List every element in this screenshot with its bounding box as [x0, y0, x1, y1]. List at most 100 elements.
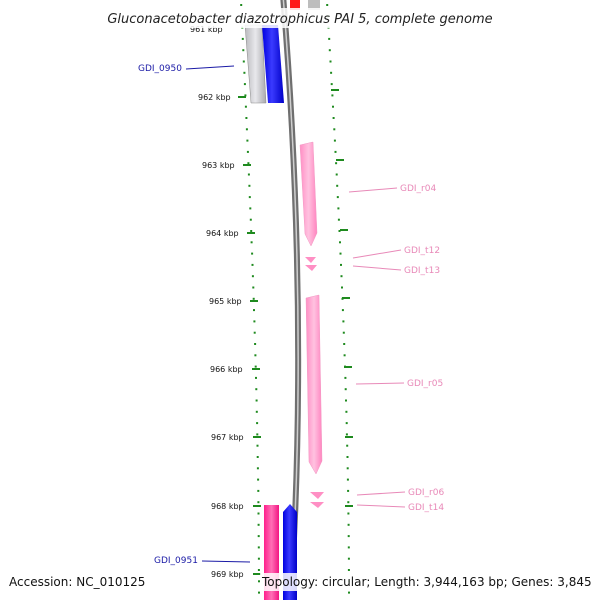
ruler-dot: [345, 399, 347, 402]
ruler-dot: [330, 71, 333, 74]
ruler-dot: [255, 376, 257, 379]
ruler-dot: [332, 105, 334, 108]
ruler-tick-label: 966 kbp: [210, 365, 243, 374]
ruler-dot: [345, 410, 348, 413]
ruler-ticks: 961 kbp 962 kbp 963 kbp 964 kbp 965 kbp …: [190, 25, 353, 579]
ruler-dot: [252, 286, 255, 289]
ruler-dot: [257, 569, 260, 571]
gene-gdi-r05[interactable]: [305, 294, 323, 475]
ruler-dot: [346, 478, 349, 481]
ruler-tick-label: 969 kbp: [211, 570, 244, 579]
ruler-dot: [243, 83, 246, 86]
label-gdi-r05[interactable]: GDI_r05: [407, 379, 443, 389]
gene-gdi-0950-blue[interactable]: [262, 25, 284, 103]
ruler-dot: [346, 456, 349, 458]
ruler-tick-label: 964 kbp: [206, 229, 239, 238]
ruler-dot: [329, 60, 332, 63]
ruler-dot: [242, 49, 245, 52]
ruler-dot: [257, 501, 260, 504]
leader-gdi-r05: [355, 382, 405, 385]
leader-gdi-t14: [356, 504, 406, 508]
ruler-dot: [256, 456, 259, 458]
footer-topology: Topology: circular; Length: 3,944,163 bp…: [261, 575, 592, 589]
ruler-dot: [258, 580, 260, 583]
ruler-dot: [257, 489, 260, 492]
ruler-tick-label: 965 kbp: [209, 297, 242, 306]
ruler-dot: [341, 309, 344, 312]
ruler-dot: [247, 173, 250, 176]
ruler-dot: [339, 241, 341, 244]
ruler-dot: [256, 433, 259, 436]
ruler-dot: [347, 512, 350, 515]
ruler-dot: [336, 184, 339, 187]
ruler-tick-label-top: 961 kbp: [190, 25, 223, 34]
ruler-dot: [345, 422, 348, 425]
ruler-dot: [256, 444, 259, 447]
top-gray-feature: [308, 0, 320, 10]
ruler-dot: [257, 478, 260, 481]
ruler-dot: [240, 4, 243, 6]
ruler-dot: [344, 388, 347, 391]
ruler-dot: [348, 591, 350, 594]
ruler-dot: [241, 37, 244, 40]
gene-gdi-t14[interactable]: [310, 502, 324, 508]
gene-gdi-t12[interactable]: [305, 257, 316, 263]
leader-gdi-t12: [352, 249, 402, 259]
label-gdi-0951[interactable]: GDI_0951: [154, 556, 198, 566]
ruler-dot: [243, 71, 246, 74]
ruler-dot: [334, 150, 337, 153]
ruler-dot: [254, 365, 257, 368]
label-gdi-t13[interactable]: GDI_t13: [404, 266, 440, 276]
ruler-dot: [333, 139, 336, 142]
ruler-dot: [347, 523, 350, 526]
label-gdi-0950[interactable]: GDI_0950: [138, 64, 182, 74]
leader-gdi-0950: [185, 65, 235, 70]
ruler-dot: [332, 117, 335, 119]
ruler-dot: [242, 60, 245, 63]
ruler-dot: [250, 230, 253, 232]
ruler-dot: [335, 162, 338, 165]
leader-gdi-r06: [356, 491, 406, 496]
ruler-dot: [257, 523, 260, 526]
ruler-dots-right: [326, 4, 350, 594]
ruler-dot: [340, 275, 343, 278]
ruler-dot: [245, 128, 248, 131]
ruler-dot: [246, 139, 249, 142]
ruler-dot: [337, 218, 340, 221]
label-gdi-t14[interactable]: GDI_t14: [408, 503, 444, 513]
ruler-tick-label: 963 kbp: [202, 161, 235, 170]
ruler-dot: [344, 376, 347, 379]
title-backing: [90, 8, 510, 28]
ruler-dot: [255, 410, 258, 413]
ruler-dot: [257, 546, 260, 549]
ruler-dot: [333, 128, 336, 131]
ruler-tick-label: 968 kbp: [211, 502, 244, 511]
ruler-dot: [330, 83, 333, 86]
ruler-dot: [339, 252, 342, 255]
ruler-dot: [331, 94, 334, 97]
ruler-dot: [245, 117, 248, 119]
ruler-dot: [249, 218, 252, 221]
ruler-dot: [342, 320, 345, 323]
ruler-dot: [347, 557, 350, 560]
ruler-dot: [255, 399, 258, 402]
label-gdi-r04[interactable]: GDI_r04: [400, 184, 436, 194]
ruler-dot: [345, 433, 348, 436]
gene-gdi-r06[interactable]: [310, 492, 324, 499]
ruler-dot: [257, 557, 260, 560]
ruler-dot: [256, 422, 259, 425]
ruler-dots-left: [240, 4, 260, 594]
ruler-dot: [340, 263, 342, 266]
gene-gdi-r04[interactable]: [299, 141, 318, 247]
ruler-dot: [343, 354, 346, 357]
label-gdi-r06[interactable]: GDI_r06: [408, 488, 444, 498]
gene-gdi-0950-gray[interactable]: [244, 24, 267, 104]
ruler-dot: [251, 252, 254, 255]
label-gdi-t12[interactable]: GDI_t12: [404, 246, 440, 256]
ruler-dot: [248, 196, 251, 199]
ruler-dot: [258, 591, 260, 594]
ruler-dot: [328, 49, 331, 52]
gene-gdi-t13[interactable]: [305, 265, 317, 271]
ruler-dot: [252, 297, 255, 300]
ruler-tick-label: 962 kbp: [198, 93, 231, 102]
